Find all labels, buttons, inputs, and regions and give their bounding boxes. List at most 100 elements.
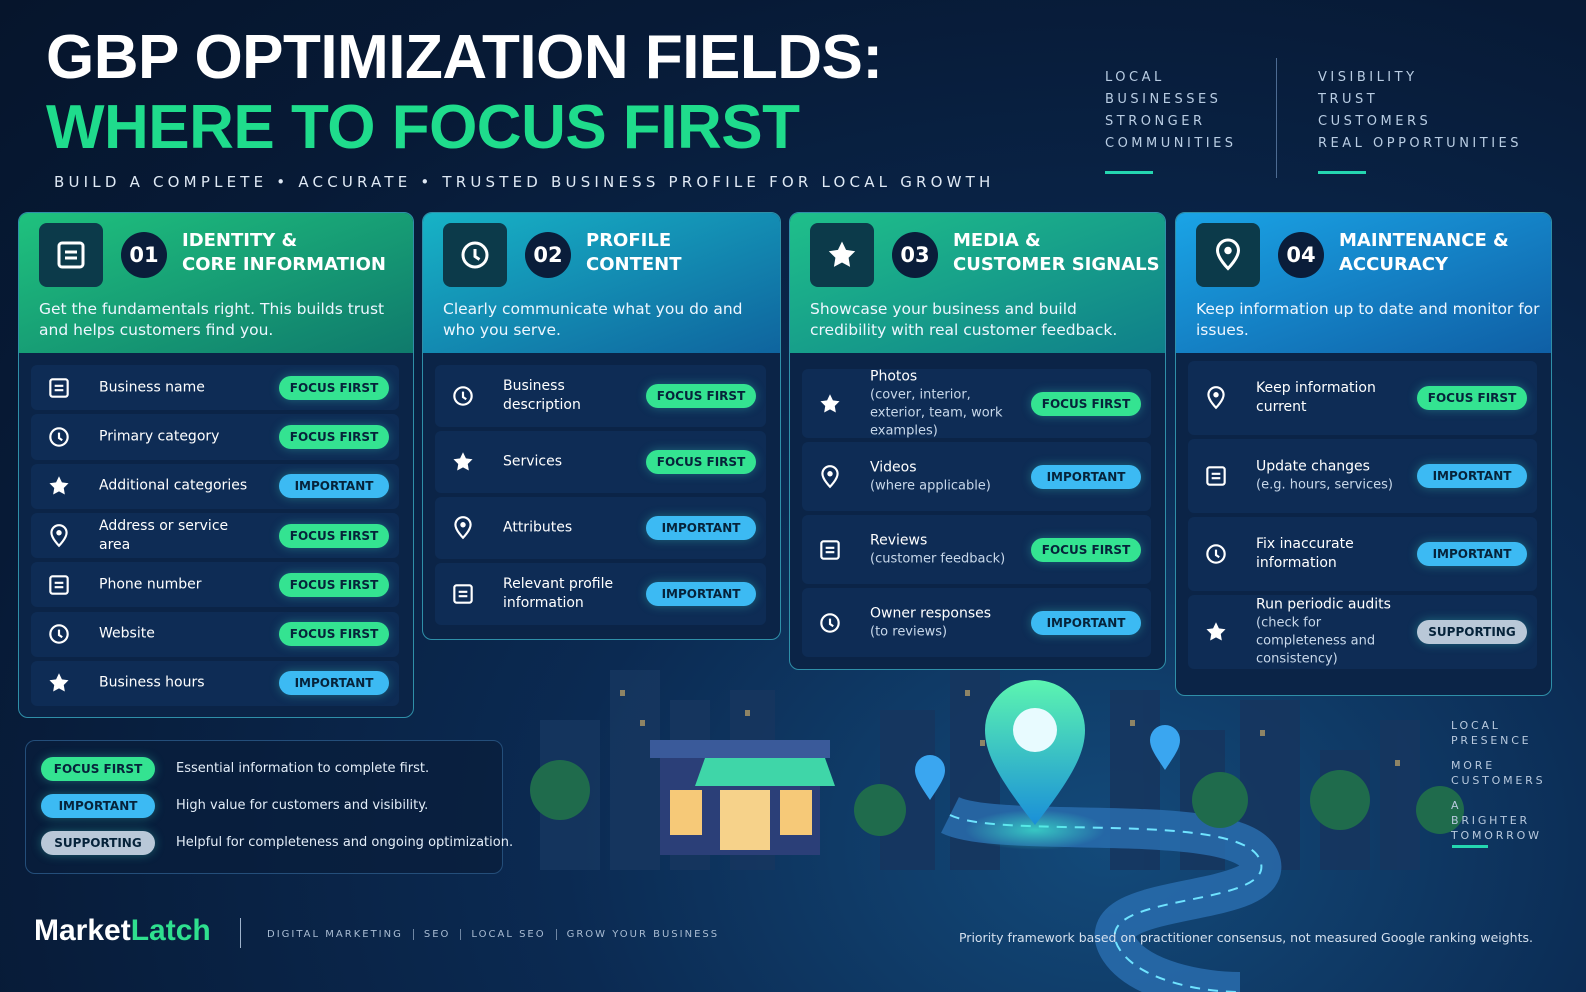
divider <box>1276 58 1277 178</box>
legend: FOCUS FIRST Essential information to comp… <box>25 740 513 874</box>
tagline-word: CUSTOMERS <box>1318 114 1432 129</box>
brand: MarketLatch <box>34 914 211 948</box>
number-badge: 03 <box>892 232 938 278</box>
field: Run periodic audits (check for completene… <box>1256 596 1401 669</box>
field-label: Business description <box>503 378 581 413</box>
section-title: MAINTENANCE & <box>1339 230 1509 251</box>
field: Additional categories <box>99 477 263 496</box>
section-description: Showcase your business and build credibi… <box>810 300 1118 339</box>
icon <box>821 464 839 488</box>
field-label: Fix inaccurate information <box>1256 536 1354 571</box>
field-label: Additional categories <box>99 477 248 494</box>
priority-tag: FOCUS FIRST <box>646 450 756 474</box>
section-title: CUSTOMER SIGNALS <box>953 254 1160 275</box>
icon <box>1206 622 1226 641</box>
icon <box>49 377 69 398</box>
accent-bar <box>1452 845 1488 848</box>
field: Business description <box>503 377 630 415</box>
priority-tag: IMPORTANT <box>646 582 756 606</box>
priority-tag: IMPORTANT <box>646 516 756 540</box>
section-card: 04 MAINTENANCE & ACCURACY Keep information … <box>1175 212 1552 696</box>
priority-tag: IMPORTANT <box>1031 464 1141 489</box>
tagline-word: STRONGER <box>1105 114 1206 129</box>
field: Fix inaccurate information <box>1256 535 1401 573</box>
priority-tag: FOCUS FIRST <box>279 523 389 548</box>
field-label: Keep information current <box>1256 380 1376 415</box>
footer-link: LOCAL SEO <box>460 929 555 940</box>
section-description: Keep information up to date and monitor … <box>1196 300 1540 339</box>
icon <box>50 523 68 547</box>
legend-tag: IMPORTANT <box>41 794 155 818</box>
tagline-word: TRUST <box>1318 92 1379 107</box>
section-icon <box>810 223 874 287</box>
priority-tag: FOCUS FIRST <box>279 375 389 400</box>
priority-tag: IMPORTANT <box>1031 610 1141 635</box>
legend-text: Essential information to complete first. <box>176 761 430 776</box>
field-detail: (check for completeness and consistency) <box>1256 615 1376 667</box>
field-label: Address or service area <box>99 517 229 553</box>
field: Reviews (customer feedback) <box>870 531 1015 568</box>
field-label: Primary category <box>99 428 220 445</box>
icon <box>453 386 473 406</box>
field-detail: (cover, interior, exterior, team, work e… <box>870 387 1003 438</box>
field: Relevant profile information <box>503 575 630 613</box>
footnote: Priority framework based on practitioner… <box>958 930 1533 945</box>
section-card: 02 PROFILE CONTENT Clearly communicate what… <box>422 212 781 640</box>
side-tagline: MORE CUSTOMERS <box>1451 759 1546 787</box>
icon <box>57 241 85 269</box>
priority-tag: FOCUS FIRST <box>1417 386 1527 410</box>
icon <box>461 241 489 269</box>
priority-tag: IMPORTANT <box>1417 542 1527 566</box>
title-line: WHERE TO FOCUS FIRST <box>46 93 800 162</box>
accent-bar <box>1105 171 1153 174</box>
tagline-word: REAL OPPORTUNITIES <box>1318 136 1523 151</box>
section-card: 01 IDENTITY & CORE INFORMATION Get the fund… <box>18 212 414 718</box>
icon <box>49 476 69 495</box>
field: Business hours <box>99 674 263 693</box>
icon <box>453 452 473 471</box>
icon <box>1206 466 1226 486</box>
field: Update changes (e.g. hours, services) <box>1256 458 1401 495</box>
section-title: PROFILE <box>586 230 672 251</box>
legend-tag: FOCUS FIRST <box>41 757 155 781</box>
section-card: 03 MEDIA & CUSTOMER SIGNALS Showcase your b… <box>789 212 1166 670</box>
icon <box>1207 386 1225 410</box>
field: Owner responses (to reviews) <box>870 604 1015 641</box>
priority-tag: FOCUS FIRST <box>646 384 756 408</box>
field-label: Update changes <box>1256 458 1370 475</box>
priority-tag: SUPPORTING <box>1417 620 1527 644</box>
accent-bar <box>1318 171 1366 174</box>
icon <box>820 612 840 633</box>
field-detail: (customer feedback) <box>870 551 1006 566</box>
field-label: Photos <box>870 368 918 384</box>
field: Keep information current <box>1256 379 1401 417</box>
legend-tag: SUPPORTING <box>41 831 155 855</box>
footer-link: GROW YOUR BUSINESS <box>555 929 729 940</box>
subtitle: BUILD A COMPLETE • ACCURATE • TRUSTED BU… <box>54 173 995 191</box>
field-label: Business name <box>99 379 205 396</box>
icon <box>49 624 69 644</box>
field: Primary category <box>99 427 263 446</box>
tagline-word: BUSINESSES <box>1105 92 1222 107</box>
section-title: ACCURACY <box>1339 254 1449 275</box>
priority-tag: IMPORTANT <box>1417 464 1527 488</box>
brand-part: Latch <box>130 914 211 947</box>
icon <box>1206 544 1226 564</box>
field: Services <box>503 453 630 472</box>
number-badge: 02 <box>525 232 571 278</box>
section-title: IDENTITY & <box>182 230 298 251</box>
section-icon <box>39 223 103 287</box>
priority-tag: FOCUS FIRST <box>1031 391 1141 416</box>
priority-tag: IMPORTANT <box>279 671 389 696</box>
tagline-word: COMMUNITIES <box>1105 136 1237 151</box>
field-label: Reviews <box>870 532 928 548</box>
icon <box>454 516 472 540</box>
footer-link: DIGITAL MARKETING <box>267 929 403 940</box>
icon <box>828 241 856 267</box>
field-label: Run periodic audits <box>1256 596 1391 613</box>
city-scene <box>530 660 1464 992</box>
number-badge: 04 <box>1278 232 1324 278</box>
section-title: CORE INFORMATION <box>182 254 386 275</box>
number-badge: 01 <box>121 232 167 278</box>
priority-tag: IMPORTANT <box>279 474 389 499</box>
